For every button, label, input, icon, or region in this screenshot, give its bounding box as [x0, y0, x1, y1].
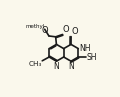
Text: O: O	[63, 25, 70, 34]
Text: N: N	[53, 62, 59, 71]
Text: SH: SH	[87, 52, 97, 61]
Text: CH₃: CH₃	[29, 61, 42, 67]
Text: N: N	[68, 62, 74, 71]
Text: O: O	[72, 27, 78, 36]
Text: O: O	[42, 26, 48, 36]
Text: methyl: methyl	[25, 24, 44, 29]
Text: NH: NH	[80, 44, 91, 53]
